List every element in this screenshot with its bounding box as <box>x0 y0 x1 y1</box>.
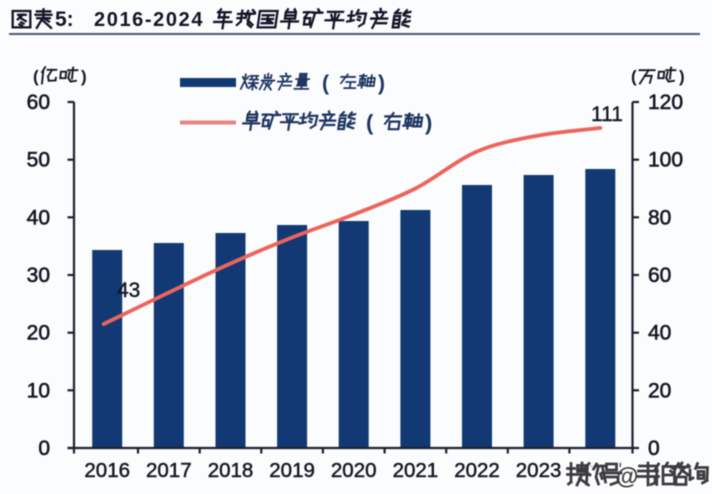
svg-text:20: 20 <box>27 322 50 345</box>
svg-text:43: 43 <box>117 279 140 302</box>
svg-text:2023: 2023 <box>516 459 562 482</box>
svg-text:2019: 2019 <box>269 459 315 482</box>
svg-text:50: 50 <box>27 149 50 172</box>
svg-text:5:: 5: <box>55 8 74 31</box>
svg-text:(: ( <box>33 67 39 86</box>
svg-text:2017: 2017 <box>146 459 192 482</box>
svg-text:@: @ <box>616 463 638 489</box>
svg-text:20: 20 <box>648 379 671 402</box>
svg-text:2021: 2021 <box>393 459 439 482</box>
svg-text:2022: 2022 <box>454 459 500 482</box>
svg-text:2016: 2016 <box>84 459 130 482</box>
svg-text:(: ( <box>322 72 329 95</box>
svg-text:0: 0 <box>648 437 660 460</box>
svg-text:60: 60 <box>648 264 671 287</box>
svg-text:(: ( <box>631 67 637 86</box>
svg-text:60: 60 <box>27 91 50 114</box>
svg-text:100: 100 <box>648 149 683 172</box>
svg-text:120: 120 <box>648 91 683 114</box>
svg-text:30: 30 <box>27 264 50 287</box>
svg-text:10: 10 <box>27 379 50 402</box>
svg-text:2020: 2020 <box>331 459 377 482</box>
svg-text:): ) <box>425 110 432 135</box>
svg-text:40: 40 <box>27 206 50 229</box>
svg-text:2018: 2018 <box>208 459 254 482</box>
svg-text:(: ( <box>366 110 374 135</box>
svg-text:0: 0 <box>38 437 50 460</box>
svg-text:): ) <box>378 72 385 95</box>
svg-text:): ) <box>679 67 685 86</box>
svg-text:80: 80 <box>648 206 671 229</box>
svg-text:2016-2024: 2016-2024 <box>94 9 204 31</box>
svg-text:111: 111 <box>591 103 623 126</box>
svg-text:): ) <box>81 67 87 86</box>
svg-text:40: 40 <box>648 322 671 345</box>
